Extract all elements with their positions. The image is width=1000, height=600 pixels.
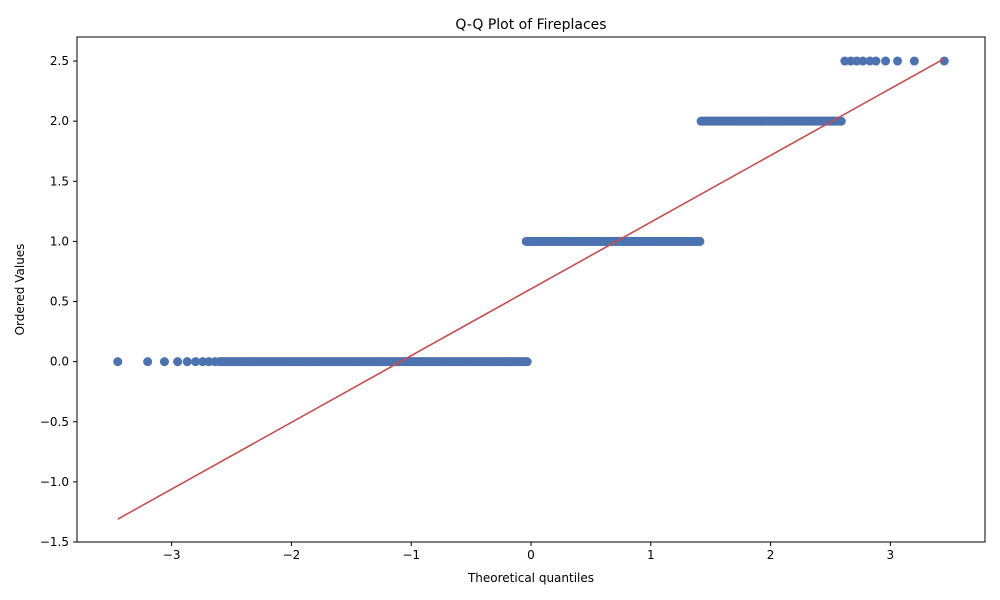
data-point — [210, 357, 220, 367]
x-tick-label: 0 — [527, 548, 535, 562]
fit-line — [117, 57, 945, 520]
y-tick-label: −1.0 — [40, 475, 69, 489]
y-axis-label: Ordered Values — [13, 244, 27, 336]
fit-line-layer — [117, 57, 945, 520]
data-point — [893, 56, 903, 66]
data-point — [836, 116, 846, 126]
x-axis: −3 −2 −1 0 1 2 3 — [163, 542, 894, 562]
y-tick-label: 0.0 — [50, 355, 69, 369]
x-tick-label: 3 — [887, 548, 895, 562]
x-axis-label: Theoretical quantiles — [467, 571, 594, 585]
x-tick-label: −1 — [402, 548, 420, 562]
x-tick-label: −2 — [283, 548, 301, 562]
y-axis: −1.5 −1.0 −0.5 0.0 0.5 1.0 1.5 2.0 2.5 — [40, 54, 77, 549]
data-point — [113, 357, 123, 367]
chart-title: Q-Q Plot of Fireplaces — [455, 17, 606, 33]
y-tick-label: 2.0 — [50, 114, 69, 128]
data-point — [695, 236, 705, 246]
y-tick-label: −0.5 — [40, 415, 69, 429]
data-point — [159, 357, 169, 367]
data-point — [939, 56, 949, 66]
y-tick-label: 0.5 — [50, 295, 69, 309]
data-point — [191, 357, 201, 367]
data-point — [522, 357, 532, 367]
scatter-points — [113, 56, 949, 367]
data-point — [182, 357, 192, 367]
y-tick-label: 2.5 — [50, 54, 69, 68]
x-tick-label: −3 — [163, 548, 181, 562]
y-tick-label: 1.5 — [50, 174, 69, 188]
x-tick-label: 1 — [647, 548, 655, 562]
x-tick-label: 2 — [767, 548, 775, 562]
data-point — [871, 56, 881, 66]
y-tick-label: −1.5 — [40, 535, 69, 549]
data-point — [909, 56, 919, 66]
data-point — [881, 56, 891, 66]
data-point — [858, 56, 868, 66]
data-point — [173, 357, 183, 367]
y-tick-label: 1.0 — [50, 234, 69, 248]
data-point — [143, 357, 153, 367]
